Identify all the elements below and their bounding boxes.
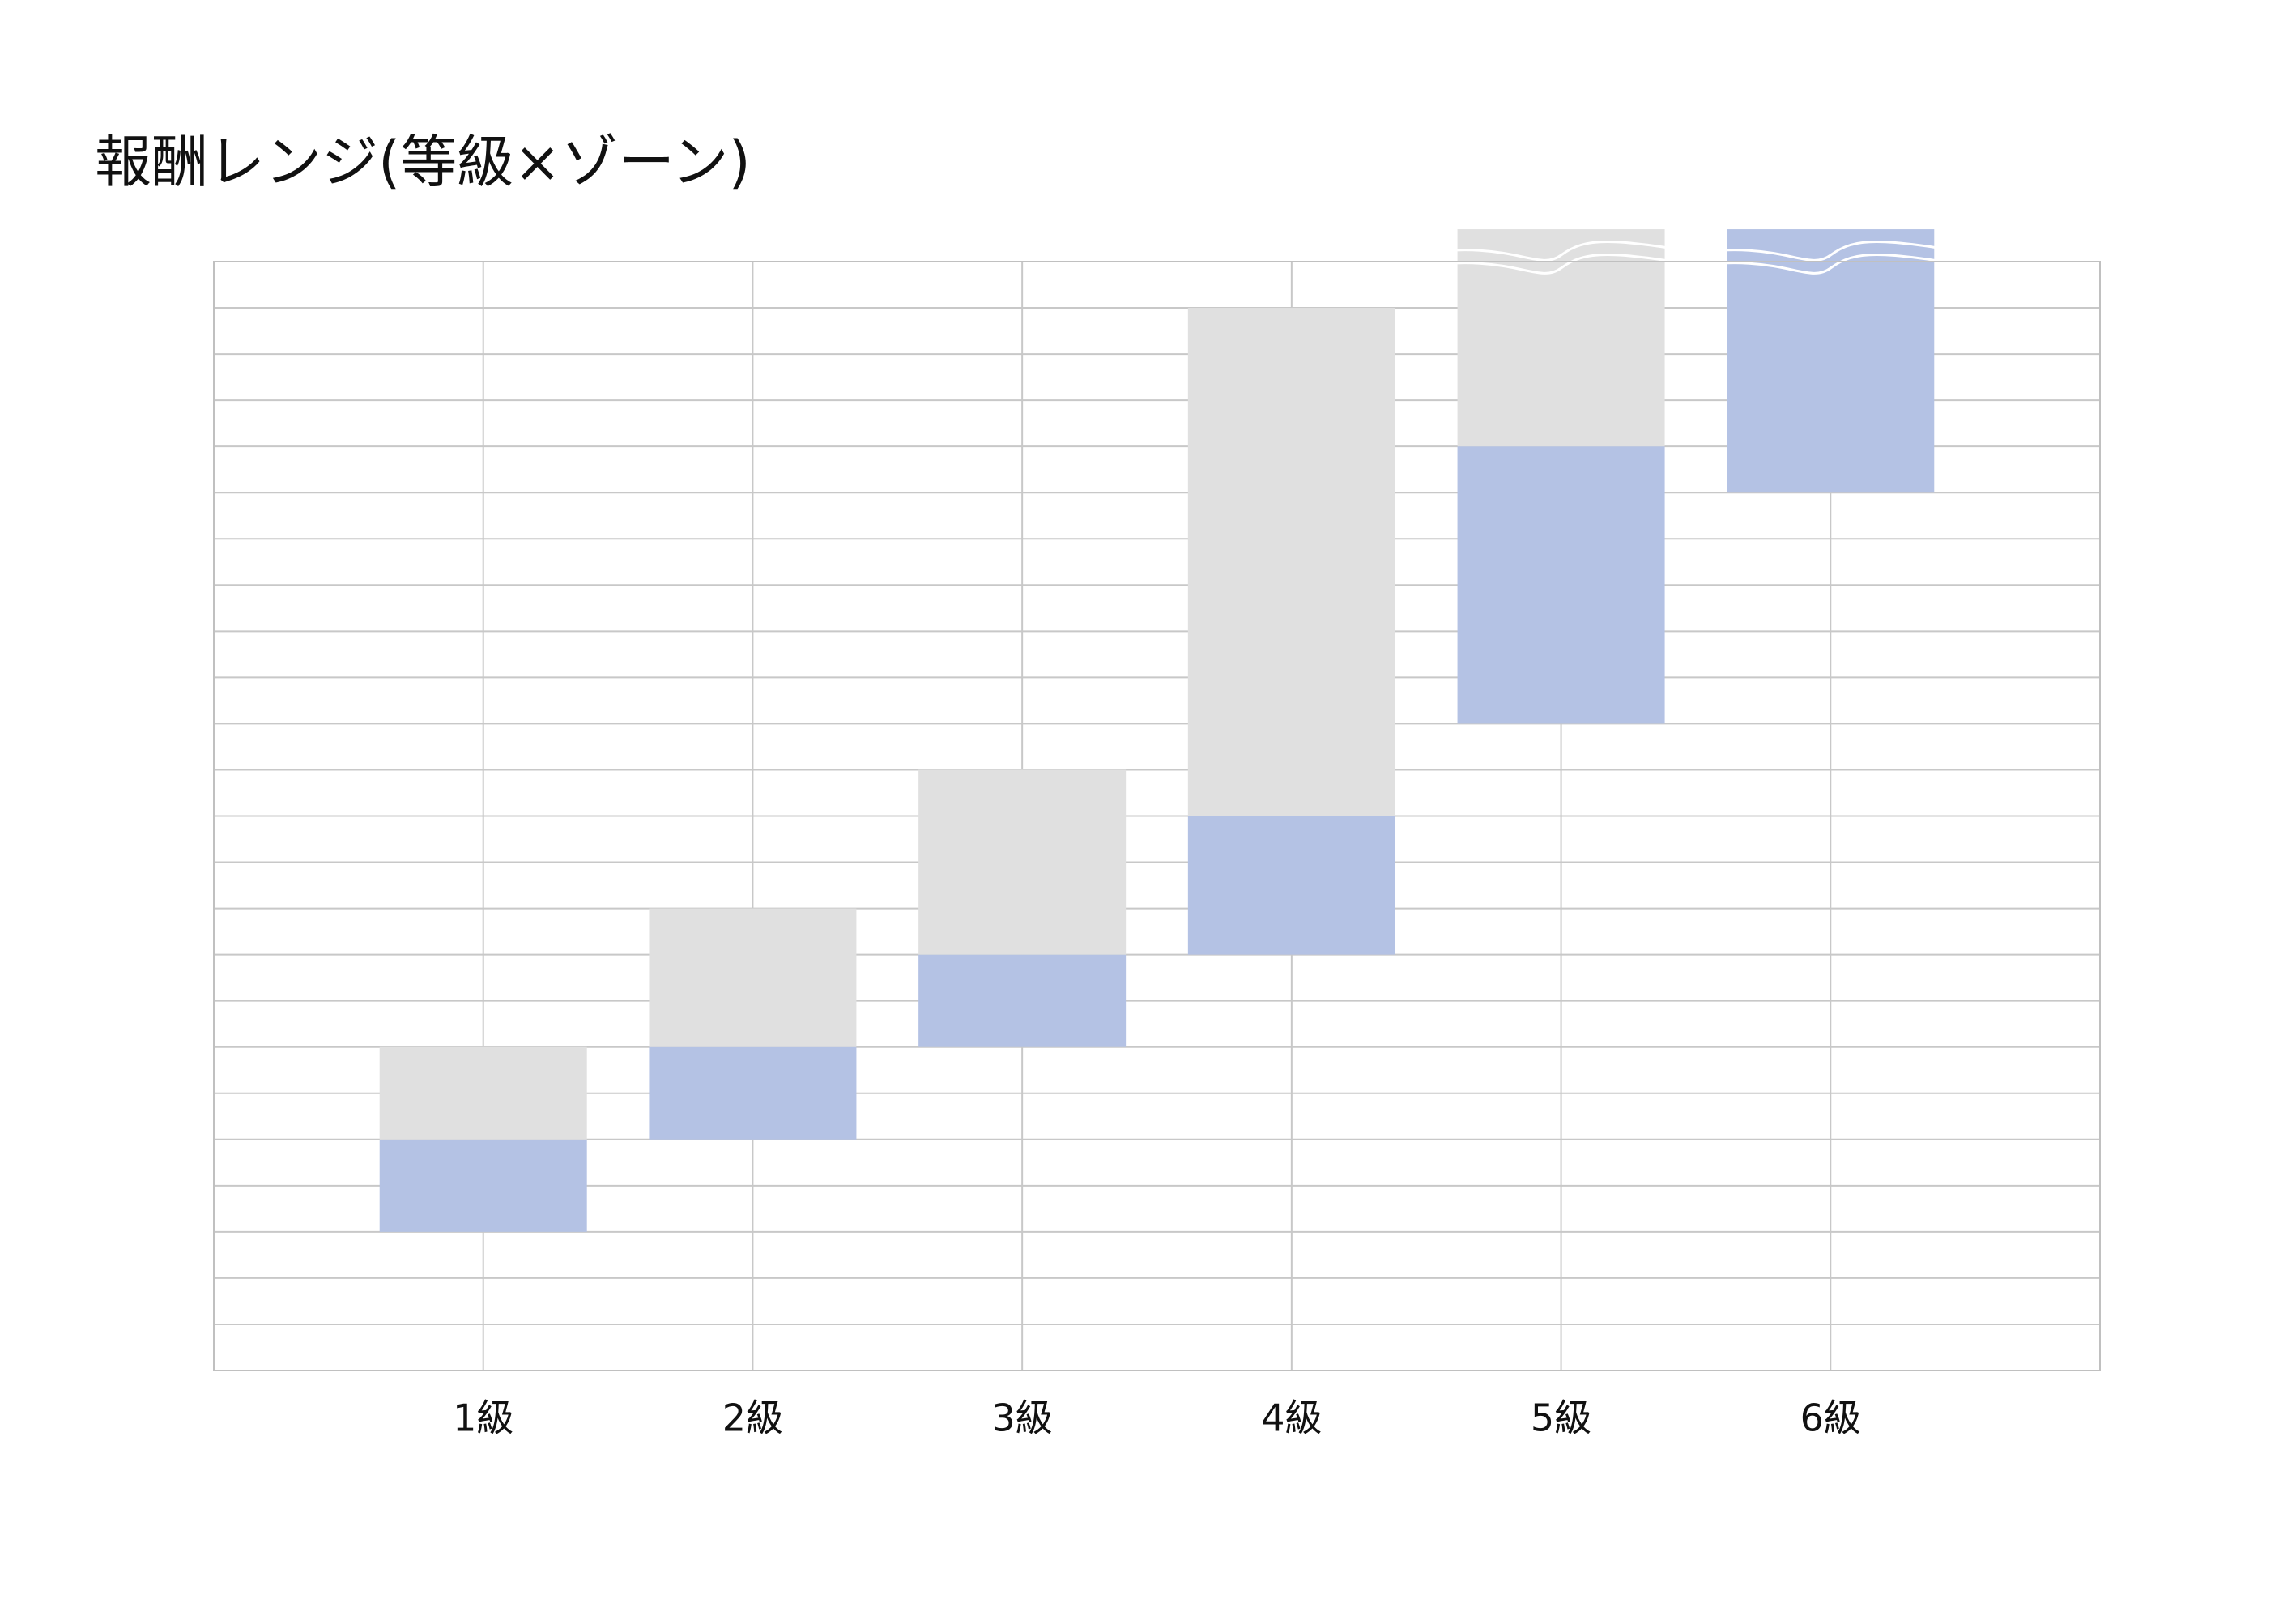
- bar-segment: [1187, 308, 1395, 816]
- bar-segment: [1457, 446, 1665, 724]
- chart-title: 報酬レンジ(等級×ゾーン): [95, 129, 751, 195]
- bar-segment: [379, 1139, 587, 1232]
- x-tick-label: 5級: [1531, 1396, 1591, 1440]
- bar-segment: [649, 1046, 857, 1140]
- x-tick-label: 6級: [1800, 1396, 1861, 1440]
- bar-segment: [1187, 816, 1395, 955]
- bar-segment: [379, 1046, 587, 1140]
- axis-break: [1678, 254, 1983, 275]
- bar-segment: [1727, 229, 1935, 493]
- bar-segment: [918, 954, 1127, 1047]
- bar-segment: [649, 908, 857, 1047]
- x-tick-label: 4級: [1261, 1396, 1322, 1440]
- axis-break: [1678, 241, 1983, 262]
- axis-break: [1408, 241, 1714, 262]
- bar-segment: [918, 769, 1127, 955]
- axis-break: [1408, 254, 1714, 275]
- x-tick-label: 1級: [453, 1396, 513, 1440]
- x-tick-label: 2級: [722, 1396, 783, 1440]
- plot-border: [213, 261, 2101, 1371]
- x-tick-label: 3級: [992, 1396, 1053, 1440]
